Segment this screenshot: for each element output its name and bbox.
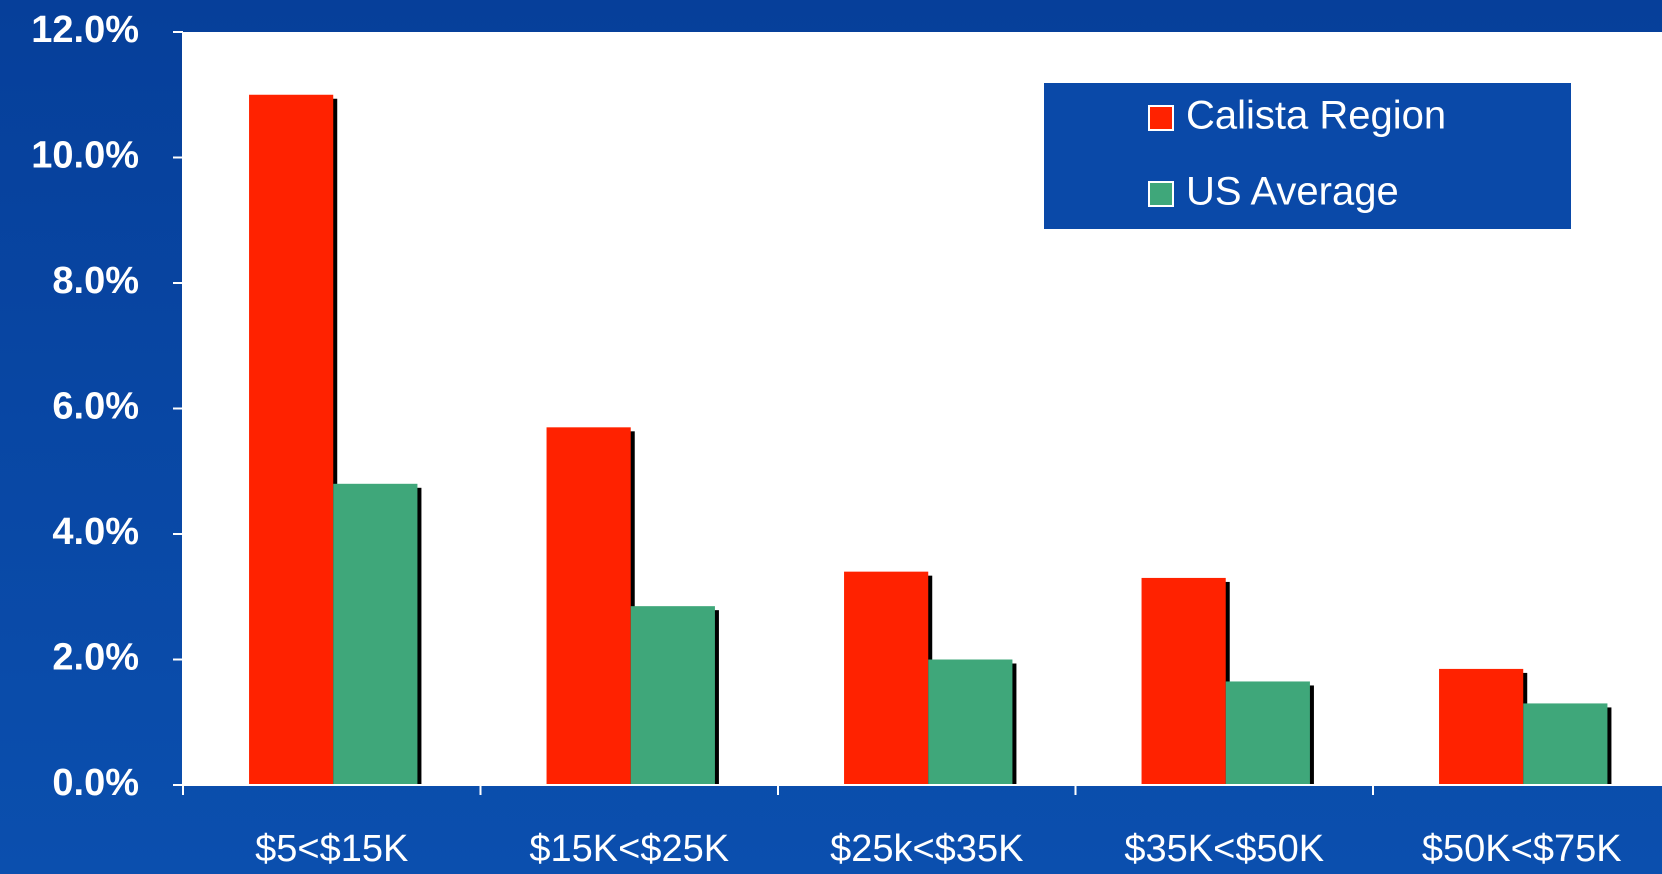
bar [1523,703,1608,785]
bar [249,94,334,785]
legend-box [1042,81,1573,231]
legend-label: US Average [1186,170,1399,214]
x-tick-label: $15K<$25K [529,828,729,870]
y-tick-label: 8.0% [52,260,139,302]
x-tick-label: $50K<$75K [1422,828,1622,870]
y-tick-label: 4.0% [52,511,139,553]
legend-label: Calista Region [1186,94,1446,138]
y-tick-label: 10.0% [31,135,139,177]
bar [1439,668,1524,785]
bar [928,659,1013,785]
y-tick-label: 6.0% [52,386,139,428]
x-tick-label: $5<$15K [255,828,408,870]
y-tick-label: 0.0% [52,762,139,804]
x-tick-label: $25k<$35K [830,828,1023,870]
y-tick-label: 12.0% [31,9,139,51]
bar [844,571,929,785]
bar [630,606,715,785]
legend-swatch [1148,105,1174,131]
bar [333,483,418,785]
bar [1225,681,1310,785]
legend-swatch [1148,181,1174,207]
bar [546,427,631,785]
bar [1141,577,1226,785]
x-tick-label: $35K<$50K [1124,828,1324,870]
y-tick-label: 2.0% [52,637,139,679]
